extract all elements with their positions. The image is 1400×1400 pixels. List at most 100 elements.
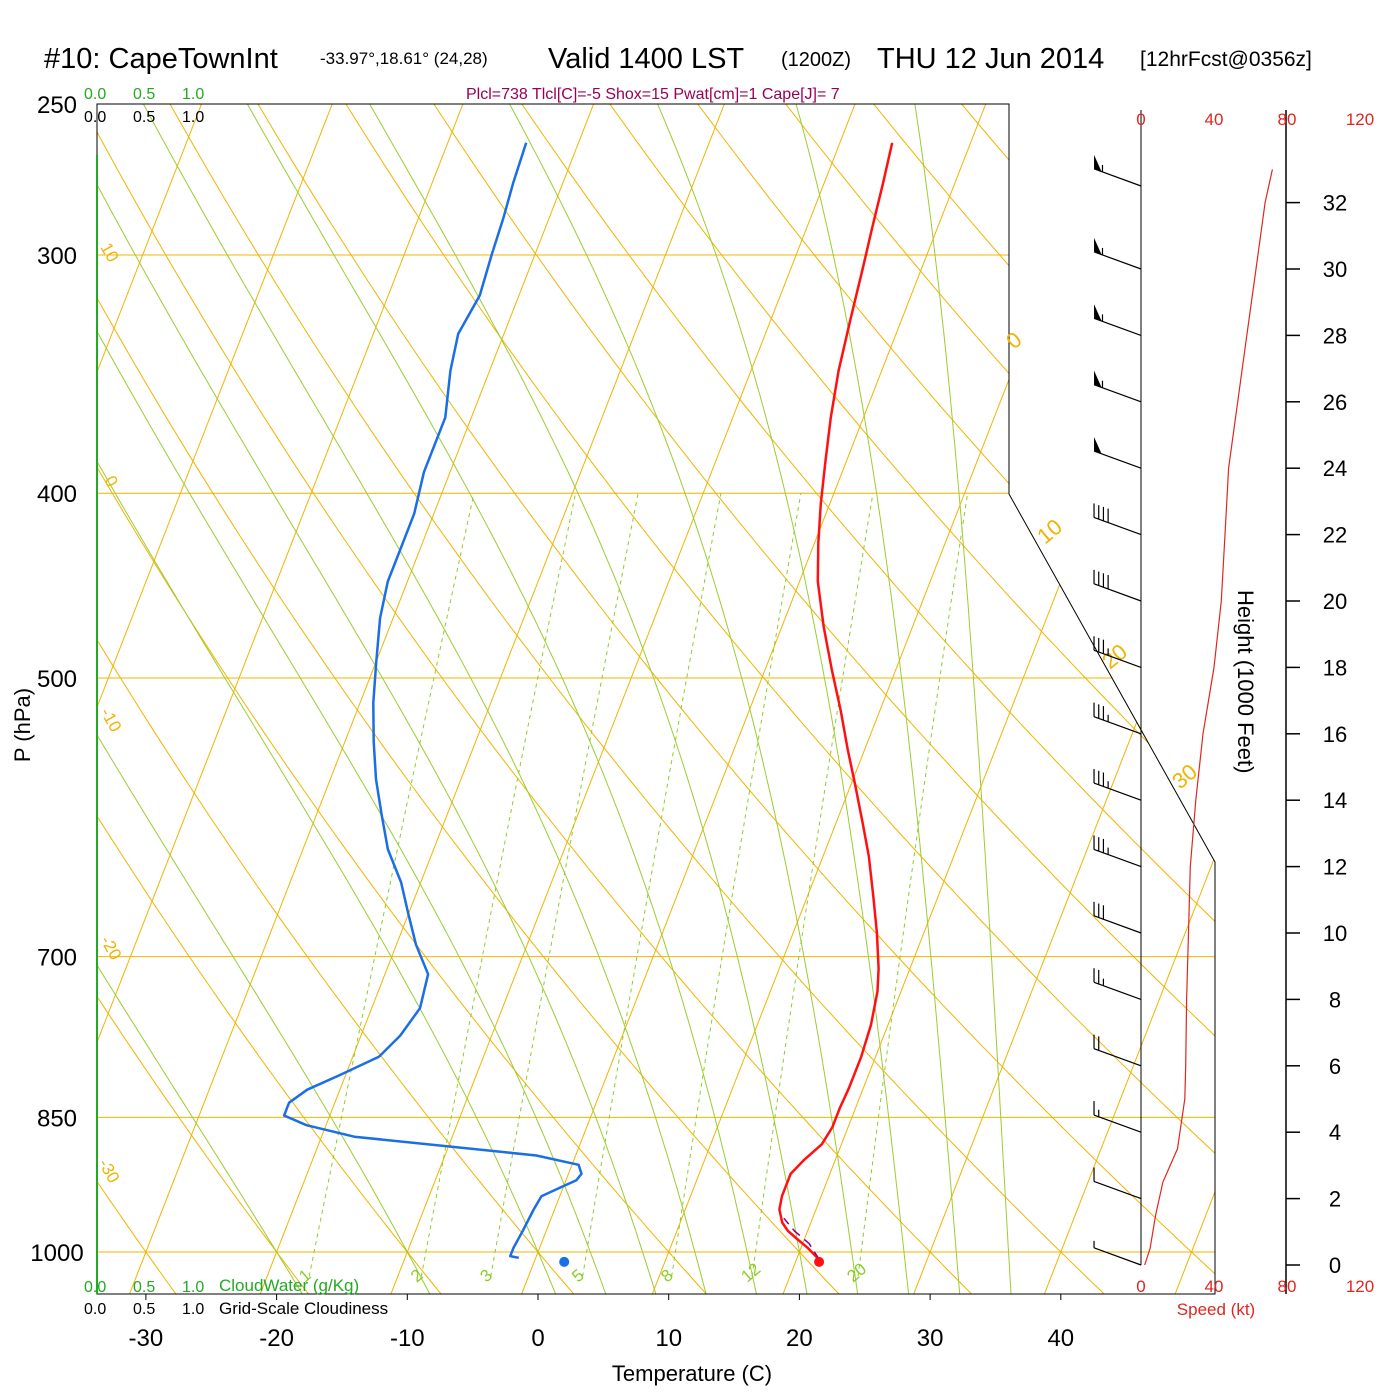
dry-adiabat-line <box>97 104 204 1294</box>
height-tick-label: 18 <box>1323 655 1347 680</box>
height-tick-label: 8 <box>1329 987 1341 1012</box>
x-tick-label: 20 <box>786 1325 813 1352</box>
cloud-scale-tick: 1.0 <box>182 1301 204 1318</box>
mixing-ratio-labels: 1 2 3 5 8 12 20 <box>295 1259 870 1286</box>
cloud-scale-tick: 1.0 <box>182 86 204 103</box>
wind-barb <box>1093 769 1142 801</box>
sounding-params: Plcl=738 Tlcl[C]=-5 Shox=15 Pwat[cm]=1 C… <box>466 86 840 103</box>
isotherm-line <box>97 104 477 1294</box>
height-tick-label: 30 <box>1323 257 1347 282</box>
cloud-scale-tick: 1.0 <box>182 1279 204 1296</box>
cloud-scale-tick: 0.0 <box>84 109 106 126</box>
dry-adiabat-line <box>150 104 1144 1294</box>
mixing-ratio-label: 3 <box>477 1265 496 1286</box>
isotherm-label: 0 <box>101 473 122 491</box>
dry-adiabat-line <box>97 104 1010 1294</box>
isotherm-line <box>114 104 608 1294</box>
isotherm-line <box>245 104 738 1294</box>
wind-speed-line <box>1144 169 1273 1266</box>
surface-dewpoint-dot <box>559 1256 570 1267</box>
cloud-scale-tick: 0.5 <box>133 1279 155 1296</box>
mixing-ratio-line <box>308 493 475 1277</box>
mixing-ratio-line <box>857 493 969 1277</box>
mixing-ratio-line <box>490 493 639 1277</box>
cloud-scale-tick: 0.5 <box>133 109 155 126</box>
cloud-scale-tick: 1.0 <box>182 109 204 126</box>
mixing-ratio-line <box>751 493 874 1277</box>
wind-barb <box>1093 370 1142 403</box>
wind-speed-tick-top: 120 <box>1346 110 1374 129</box>
height-tick-label: 32 <box>1323 191 1347 216</box>
moist-adiabat-line <box>909 104 1014 1294</box>
station-title: #10: CapeTownInt <box>44 43 278 75</box>
dry-adiabat-line <box>498 104 1215 1294</box>
wind-barb <box>1093 636 1142 668</box>
dry-adiabat-line <box>237 104 1215 1294</box>
wind-speed-tick-bottom: 0 <box>1136 1277 1145 1296</box>
isotherm-line <box>97 104 346 1294</box>
wind-speed-tick-top: 80 <box>1278 110 1297 129</box>
y-tick-label: 700 <box>37 945 77 972</box>
height-tick-label: 20 <box>1323 589 1347 614</box>
surface-temperature-dot <box>814 1256 825 1267</box>
wind-barb <box>1093 437 1142 469</box>
cloud-water-label: CloudWater (g/Kg) <box>219 1276 359 1295</box>
wind-barb <box>1093 237 1142 270</box>
dewpoint-line <box>282 142 583 1260</box>
mixing-ratio-label: 20 <box>843 1259 870 1286</box>
dry-adiabat-line <box>1194 104 1215 1294</box>
y-tick-label: 400 <box>37 481 77 508</box>
x-tick-label: 10 <box>655 1325 682 1352</box>
dry-adiabat-line <box>97 104 472 1294</box>
dry-adiabat-line <box>97 104 607 1294</box>
forecast-label: [12hrFcst@0356z] <box>1140 48 1312 71</box>
wind-barb <box>1093 304 1142 336</box>
wind-barb <box>1093 569 1142 602</box>
wind-speed-tick-top: 40 <box>1205 110 1224 129</box>
height-tick-label: 22 <box>1323 523 1347 548</box>
y-tick-label: 300 <box>37 243 77 270</box>
mixing-ratio-line <box>582 493 722 1277</box>
moist-adiabat-line <box>228 104 765 1294</box>
cloud-scale-tick: 0.5 <box>133 1301 155 1318</box>
height-tick-label: 4 <box>1329 1120 1341 1145</box>
cloud-scale: 0.0 0.0 0.0 0.0 0.5 0.5 0.5 0.5 1.0 1.0 1.0 1.0 <box>84 86 204 1318</box>
wind-barb <box>1093 1240 1142 1266</box>
wind-speed-tick-bottom: 40 <box>1205 1277 1224 1296</box>
mixing-ratio-label: 12 <box>738 1259 765 1286</box>
dry-adiabat-line <box>759 104 1215 1294</box>
isotherm-line <box>1029 104 1215 1294</box>
x-tick-label: -30 <box>129 1325 164 1352</box>
height-tick-label: 2 <box>1329 1187 1341 1212</box>
y-axis-label: P (hPa) <box>10 688 35 762</box>
cloud-scale-tick: 0.0 <box>84 1279 106 1296</box>
wind-barb <box>1093 702 1142 735</box>
parcel-line <box>783 1217 821 1261</box>
isotherm-label: -20 <box>97 933 126 964</box>
height-tick-label: 28 <box>1323 323 1347 348</box>
height-axis-label: Height (1000 Feet) <box>1233 590 1258 773</box>
moist-adiabat-line <box>97 104 450 1294</box>
valid-date: THU 12 Jun 2014 <box>877 43 1104 75</box>
x-axis-ticks: -30 -20 -10 0 10 20 30 40 <box>129 1294 1074 1352</box>
x-tick-label: 0 <box>531 1325 544 1352</box>
height-tick-label: 14 <box>1323 788 1347 813</box>
moist-adiabat-line <box>642 104 914 1294</box>
grid-lines <box>97 104 1215 1294</box>
wind-barb <box>1093 901 1142 934</box>
height-tick-label: 24 <box>1323 456 1347 481</box>
wind-barb <box>1093 154 1142 187</box>
isotherm-line <box>768 104 1215 1294</box>
isotherm-line <box>898 104 1215 1294</box>
wind-speed-label: Speed (kt) <box>1177 1300 1255 1319</box>
wind-speed-tick-bottom: 120 <box>1346 1277 1374 1296</box>
x-tick-label: 40 <box>1047 1325 1074 1352</box>
dry-adiabat-line <box>672 104 1215 1294</box>
station-coords: -33.97°,18.61° (24,28) <box>320 49 488 68</box>
cloud-scale-tick: 0.0 <box>84 1301 106 1318</box>
y-tick-label: 250 <box>37 92 77 119</box>
x-tick-label: -10 <box>390 1325 425 1352</box>
